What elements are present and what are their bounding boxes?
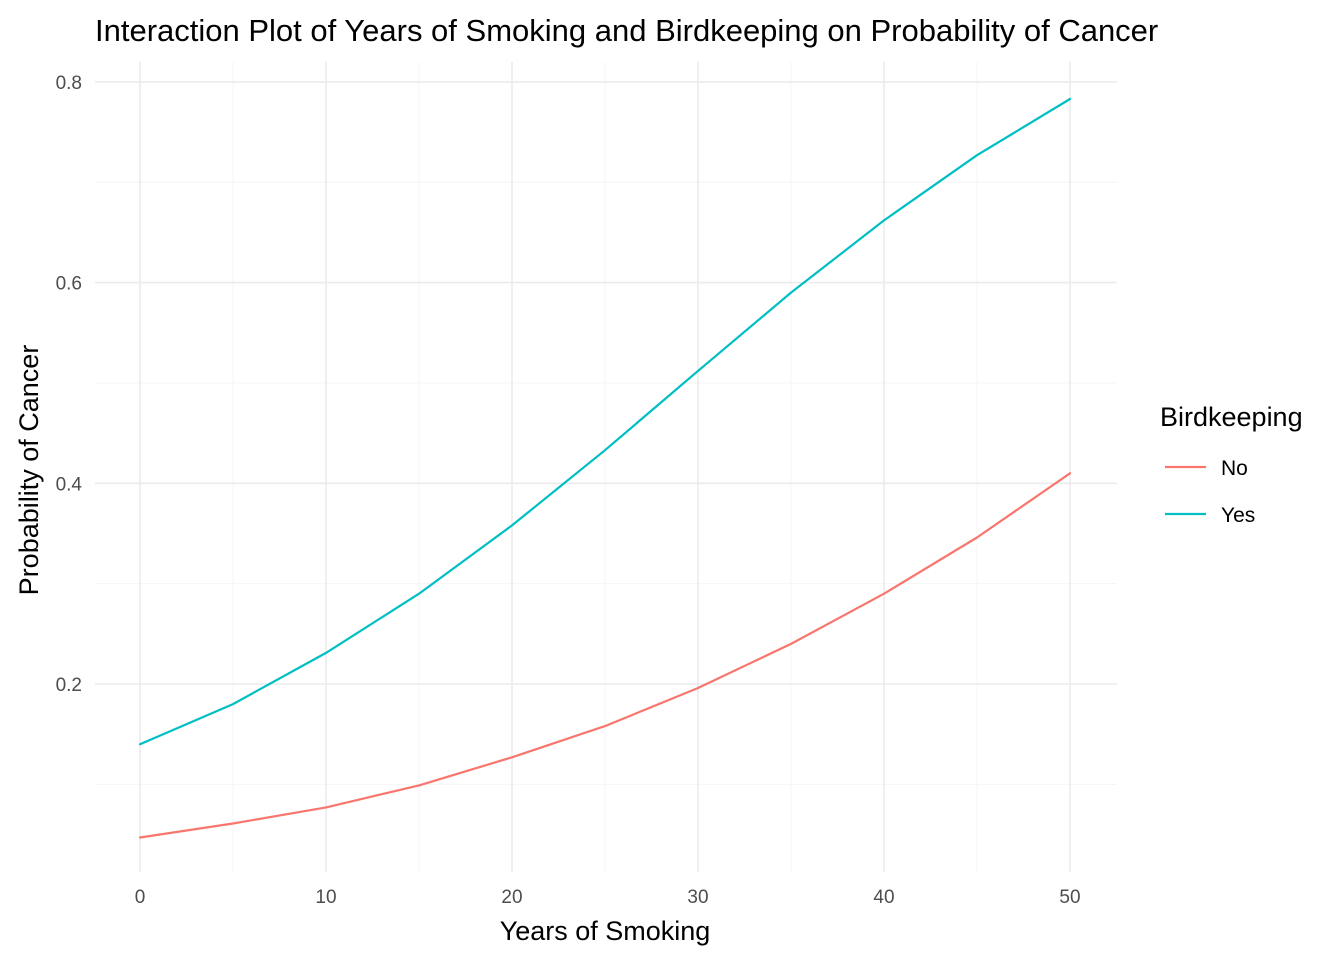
y-tick-label: 0.2 bbox=[56, 675, 82, 696]
x-tick-label: 50 bbox=[1059, 887, 1080, 908]
x-tick-label: 30 bbox=[687, 887, 708, 908]
series-layer bbox=[138, 97, 1072, 839]
legend: Birdkeeping No Yes bbox=[1160, 402, 1303, 527]
legend-items: No Yes bbox=[1165, 457, 1255, 527]
legend-title: Birdkeeping bbox=[1160, 402, 1303, 432]
x-tick-label: 0 bbox=[135, 887, 146, 908]
y-tick-label: 0.4 bbox=[56, 474, 83, 495]
grid-layer bbox=[95, 62, 1117, 872]
y-axis-ticks: 0.2 0.4 0.6 0.8 bbox=[56, 73, 83, 696]
series-line-no bbox=[138, 472, 1072, 839]
x-tick-label: 40 bbox=[873, 887, 894, 908]
legend-label-yes: Yes bbox=[1221, 504, 1255, 527]
series-line-yes bbox=[138, 97, 1072, 746]
x-axis-title: Years of Smoking bbox=[500, 916, 711, 946]
y-tick-label: 0.8 bbox=[56, 73, 82, 94]
x-tick-label: 10 bbox=[315, 887, 336, 908]
y-tick-label: 0.6 bbox=[56, 274, 82, 295]
y-axis-title: Probability of Cancer bbox=[14, 345, 44, 596]
chart-title: Interaction Plot of Years of Smoking and… bbox=[95, 13, 1158, 48]
legend-label-no: No bbox=[1221, 457, 1248, 480]
x-tick-label: 20 bbox=[501, 887, 522, 908]
x-axis-ticks: 0 10 20 30 40 50 bbox=[135, 887, 1081, 908]
